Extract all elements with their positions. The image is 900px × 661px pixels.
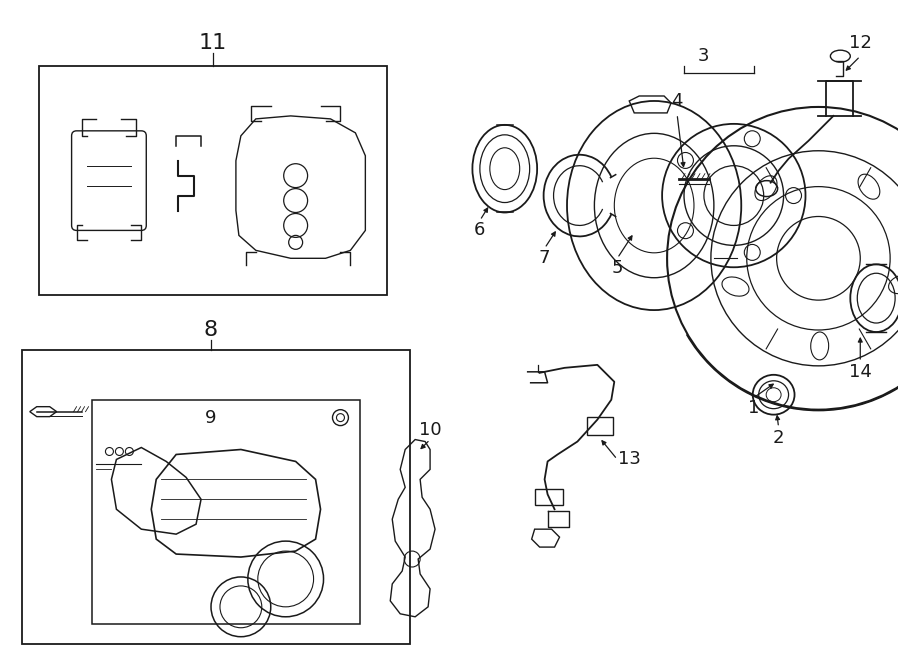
Text: 13: 13 (617, 450, 641, 469)
Text: 1: 1 (748, 399, 760, 416)
Text: 12: 12 (849, 34, 872, 52)
Text: 11: 11 (199, 33, 227, 54)
Text: 5: 5 (611, 259, 623, 277)
FancyBboxPatch shape (72, 131, 147, 231)
Bar (22, 350, 410, 644)
Bar (39, 66, 387, 295)
Text: 14: 14 (849, 363, 872, 381)
Text: 10: 10 (418, 420, 441, 439)
Text: 6: 6 (474, 221, 486, 239)
Bar (588, 416, 613, 434)
Text: 9: 9 (205, 408, 217, 426)
Text: 4: 4 (671, 92, 683, 110)
Text: 2: 2 (773, 428, 785, 447)
Bar (92, 400, 360, 624)
Text: 3: 3 (698, 47, 710, 65)
Text: 7: 7 (539, 249, 551, 267)
Text: 8: 8 (204, 320, 218, 340)
Bar (535, 489, 562, 505)
